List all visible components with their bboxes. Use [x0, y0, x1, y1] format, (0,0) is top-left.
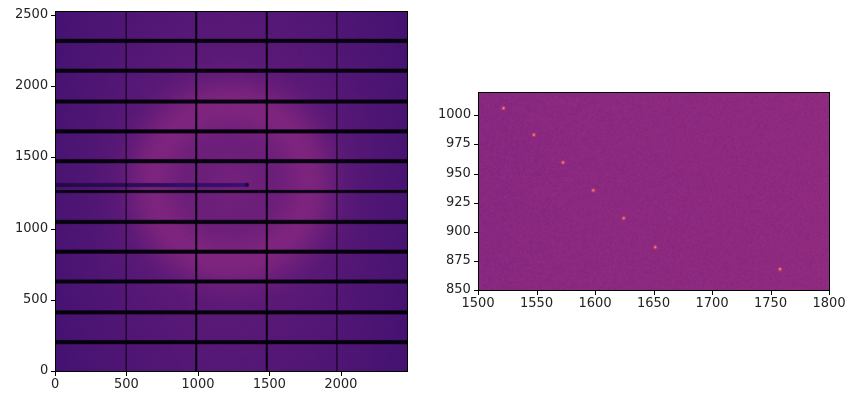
x-tick-mark: [595, 291, 596, 295]
x-tick-label: 1500: [462, 296, 495, 311]
x-tick-label: 1000: [181, 377, 214, 392]
y-tick-mark: [474, 203, 478, 204]
y-tick-label: 1500: [15, 149, 48, 164]
y-tick-label: 850: [446, 282, 471, 297]
y-tick-mark: [51, 300, 55, 301]
y-tick-label: 2500: [15, 7, 48, 22]
y-tick-label: 500: [23, 292, 48, 307]
y-tick-mark: [474, 290, 478, 291]
y-tick-mark: [51, 15, 55, 16]
x-tick-mark: [341, 372, 342, 376]
x-tick-mark: [537, 291, 538, 295]
x-tick-mark: [712, 291, 713, 295]
y-tick-label: 1000: [438, 107, 471, 122]
full-detector-image-axes: [55, 11, 408, 372]
x-tick-mark: [654, 291, 655, 295]
x-tick-label: 500: [114, 377, 139, 392]
y-tick-label: 975: [446, 136, 471, 151]
y-tick-mark: [474, 232, 478, 233]
y-tick-label: 925: [446, 195, 471, 210]
y-tick-mark: [474, 144, 478, 145]
x-tick-label: 1600: [579, 296, 612, 311]
y-tick-label: 2000: [15, 78, 48, 93]
y-tick-label: 875: [446, 253, 471, 268]
x-tick-mark: [126, 372, 127, 376]
y-tick-label: 1000: [15, 221, 48, 236]
y-tick-mark: [474, 174, 478, 175]
y-tick-label: 900: [446, 224, 471, 239]
y-tick-label: 0: [40, 363, 48, 378]
x-tick-label: 1500: [253, 377, 286, 392]
x-tick-mark: [55, 372, 56, 376]
x-tick-mark: [198, 372, 199, 376]
x-tick-label: 1650: [637, 296, 670, 311]
y-tick-mark: [474, 115, 478, 116]
x-tick-mark: [478, 291, 479, 295]
x-tick-label: 1750: [754, 296, 787, 311]
x-tick-mark: [771, 291, 772, 295]
x-tick-label: 1700: [696, 296, 729, 311]
zoomed-region-image-axes: [478, 92, 830, 291]
y-tick-mark: [51, 86, 55, 87]
x-tick-label: 1550: [520, 296, 553, 311]
x-tick-mark: [829, 291, 830, 295]
full-detector-image: [56, 12, 407, 371]
y-tick-mark: [474, 261, 478, 262]
y-tick-mark: [51, 229, 55, 230]
x-tick-mark: [269, 372, 270, 376]
x-tick-label: 2000: [324, 377, 357, 392]
y-tick-mark: [51, 157, 55, 158]
x-tick-label: 0: [51, 377, 59, 392]
x-tick-label: 1800: [813, 296, 846, 311]
y-tick-mark: [51, 371, 55, 372]
y-tick-label: 950: [446, 166, 471, 181]
zoomed-region-image: [479, 93, 829, 290]
